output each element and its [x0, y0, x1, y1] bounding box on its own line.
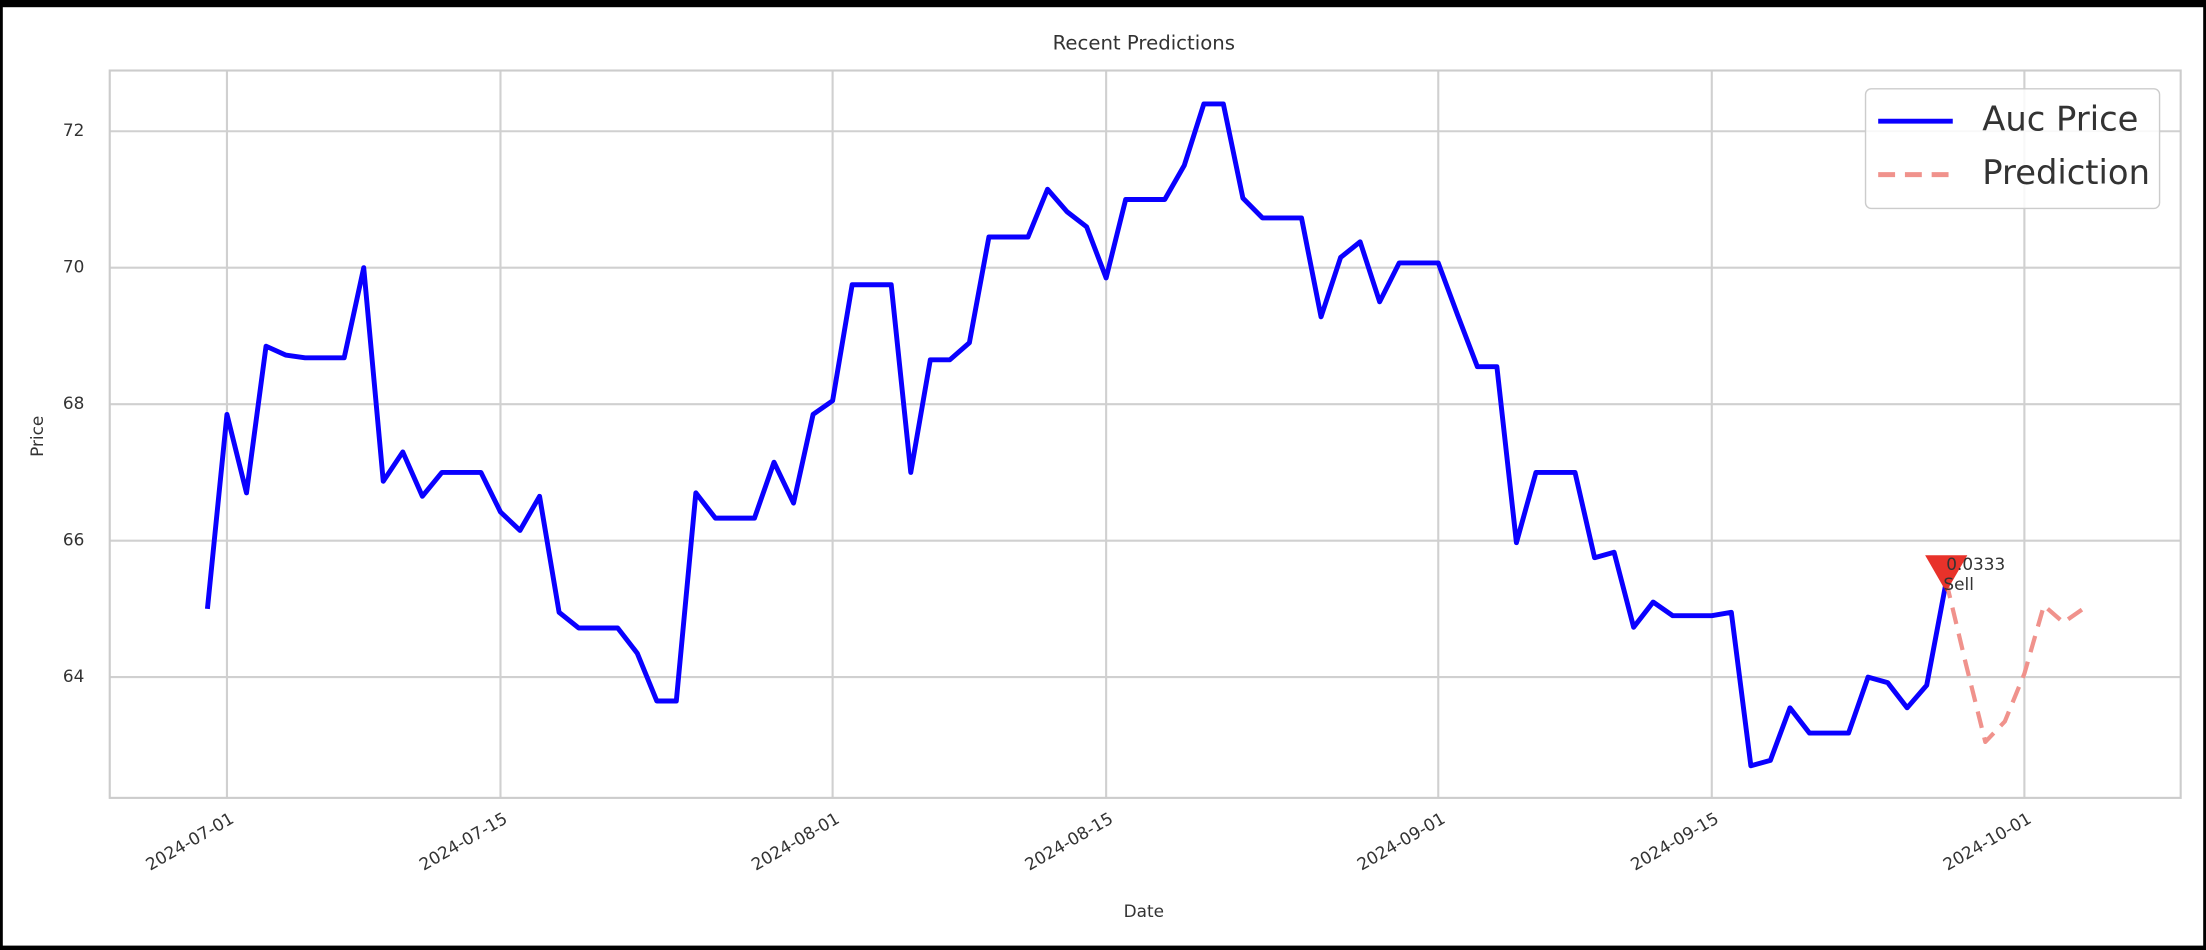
plot-frame — [108, 69, 2182, 799]
data-line — [204, 101, 1949, 769]
data-line — [1944, 581, 2085, 745]
y-tick-label: 72 — [63, 120, 84, 140]
signal-value: 0.0333 — [1946, 554, 2005, 574]
y-tick-label: 66 — [63, 530, 84, 550]
background — [2, 7, 2204, 946]
signal-action: Sell — [1943, 574, 1973, 594]
y-tick-label: 70 — [63, 257, 84, 277]
legend-label: Prediction — [1982, 153, 2150, 192]
y-tick-label: 64 — [63, 666, 84, 686]
y-axis-label: Price — [27, 416, 47, 457]
x-axis-label: Date — [1124, 901, 1164, 921]
signal-marker — [1925, 555, 1968, 592]
legend-label: Auc Price — [1982, 100, 2138, 139]
chart-title: Recent Predictions — [1053, 31, 1235, 54]
y-tick-label: 68 — [63, 393, 84, 413]
